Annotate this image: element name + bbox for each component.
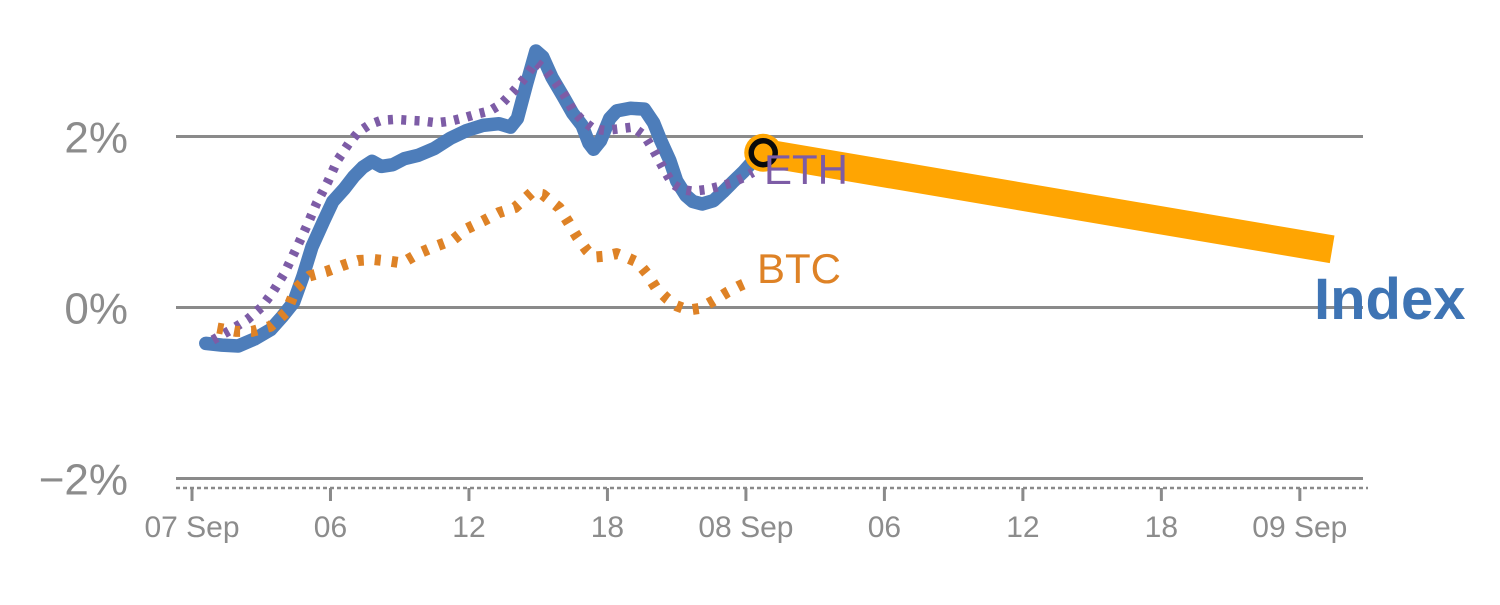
marker-ring	[748, 137, 778, 168]
x-tick-label: 07 Sep	[144, 511, 239, 544]
btc-series-line	[216, 187, 753, 337]
forecast-band	[760, 138, 1335, 264]
y-tick-label: 2%	[64, 113, 128, 162]
y-tick-label: −2%	[39, 455, 128, 504]
x-tick-label: 18	[591, 511, 624, 544]
index-label: Index	[1314, 267, 1466, 332]
x-tick-label: 06	[314, 511, 347, 544]
x-tick-label: 06	[868, 511, 901, 544]
x-tick-label: 12	[452, 511, 485, 544]
btc-label: BTC	[757, 245, 841, 292]
chart-layers: 2% 0% −2% 07 Sep 06 12 18 08 Sep 06 12 18 09 Sep	[39, 44, 1368, 544]
eth-label: ETH	[764, 146, 848, 193]
x-tick-label: 09 Sep	[1252, 511, 1347, 544]
x-tick-label: 18	[1145, 511, 1178, 544]
x-tick-label: 12	[1006, 511, 1039, 544]
y-tick-label: 0%	[64, 284, 128, 333]
x-tick-label: 08 Sep	[698, 511, 793, 544]
